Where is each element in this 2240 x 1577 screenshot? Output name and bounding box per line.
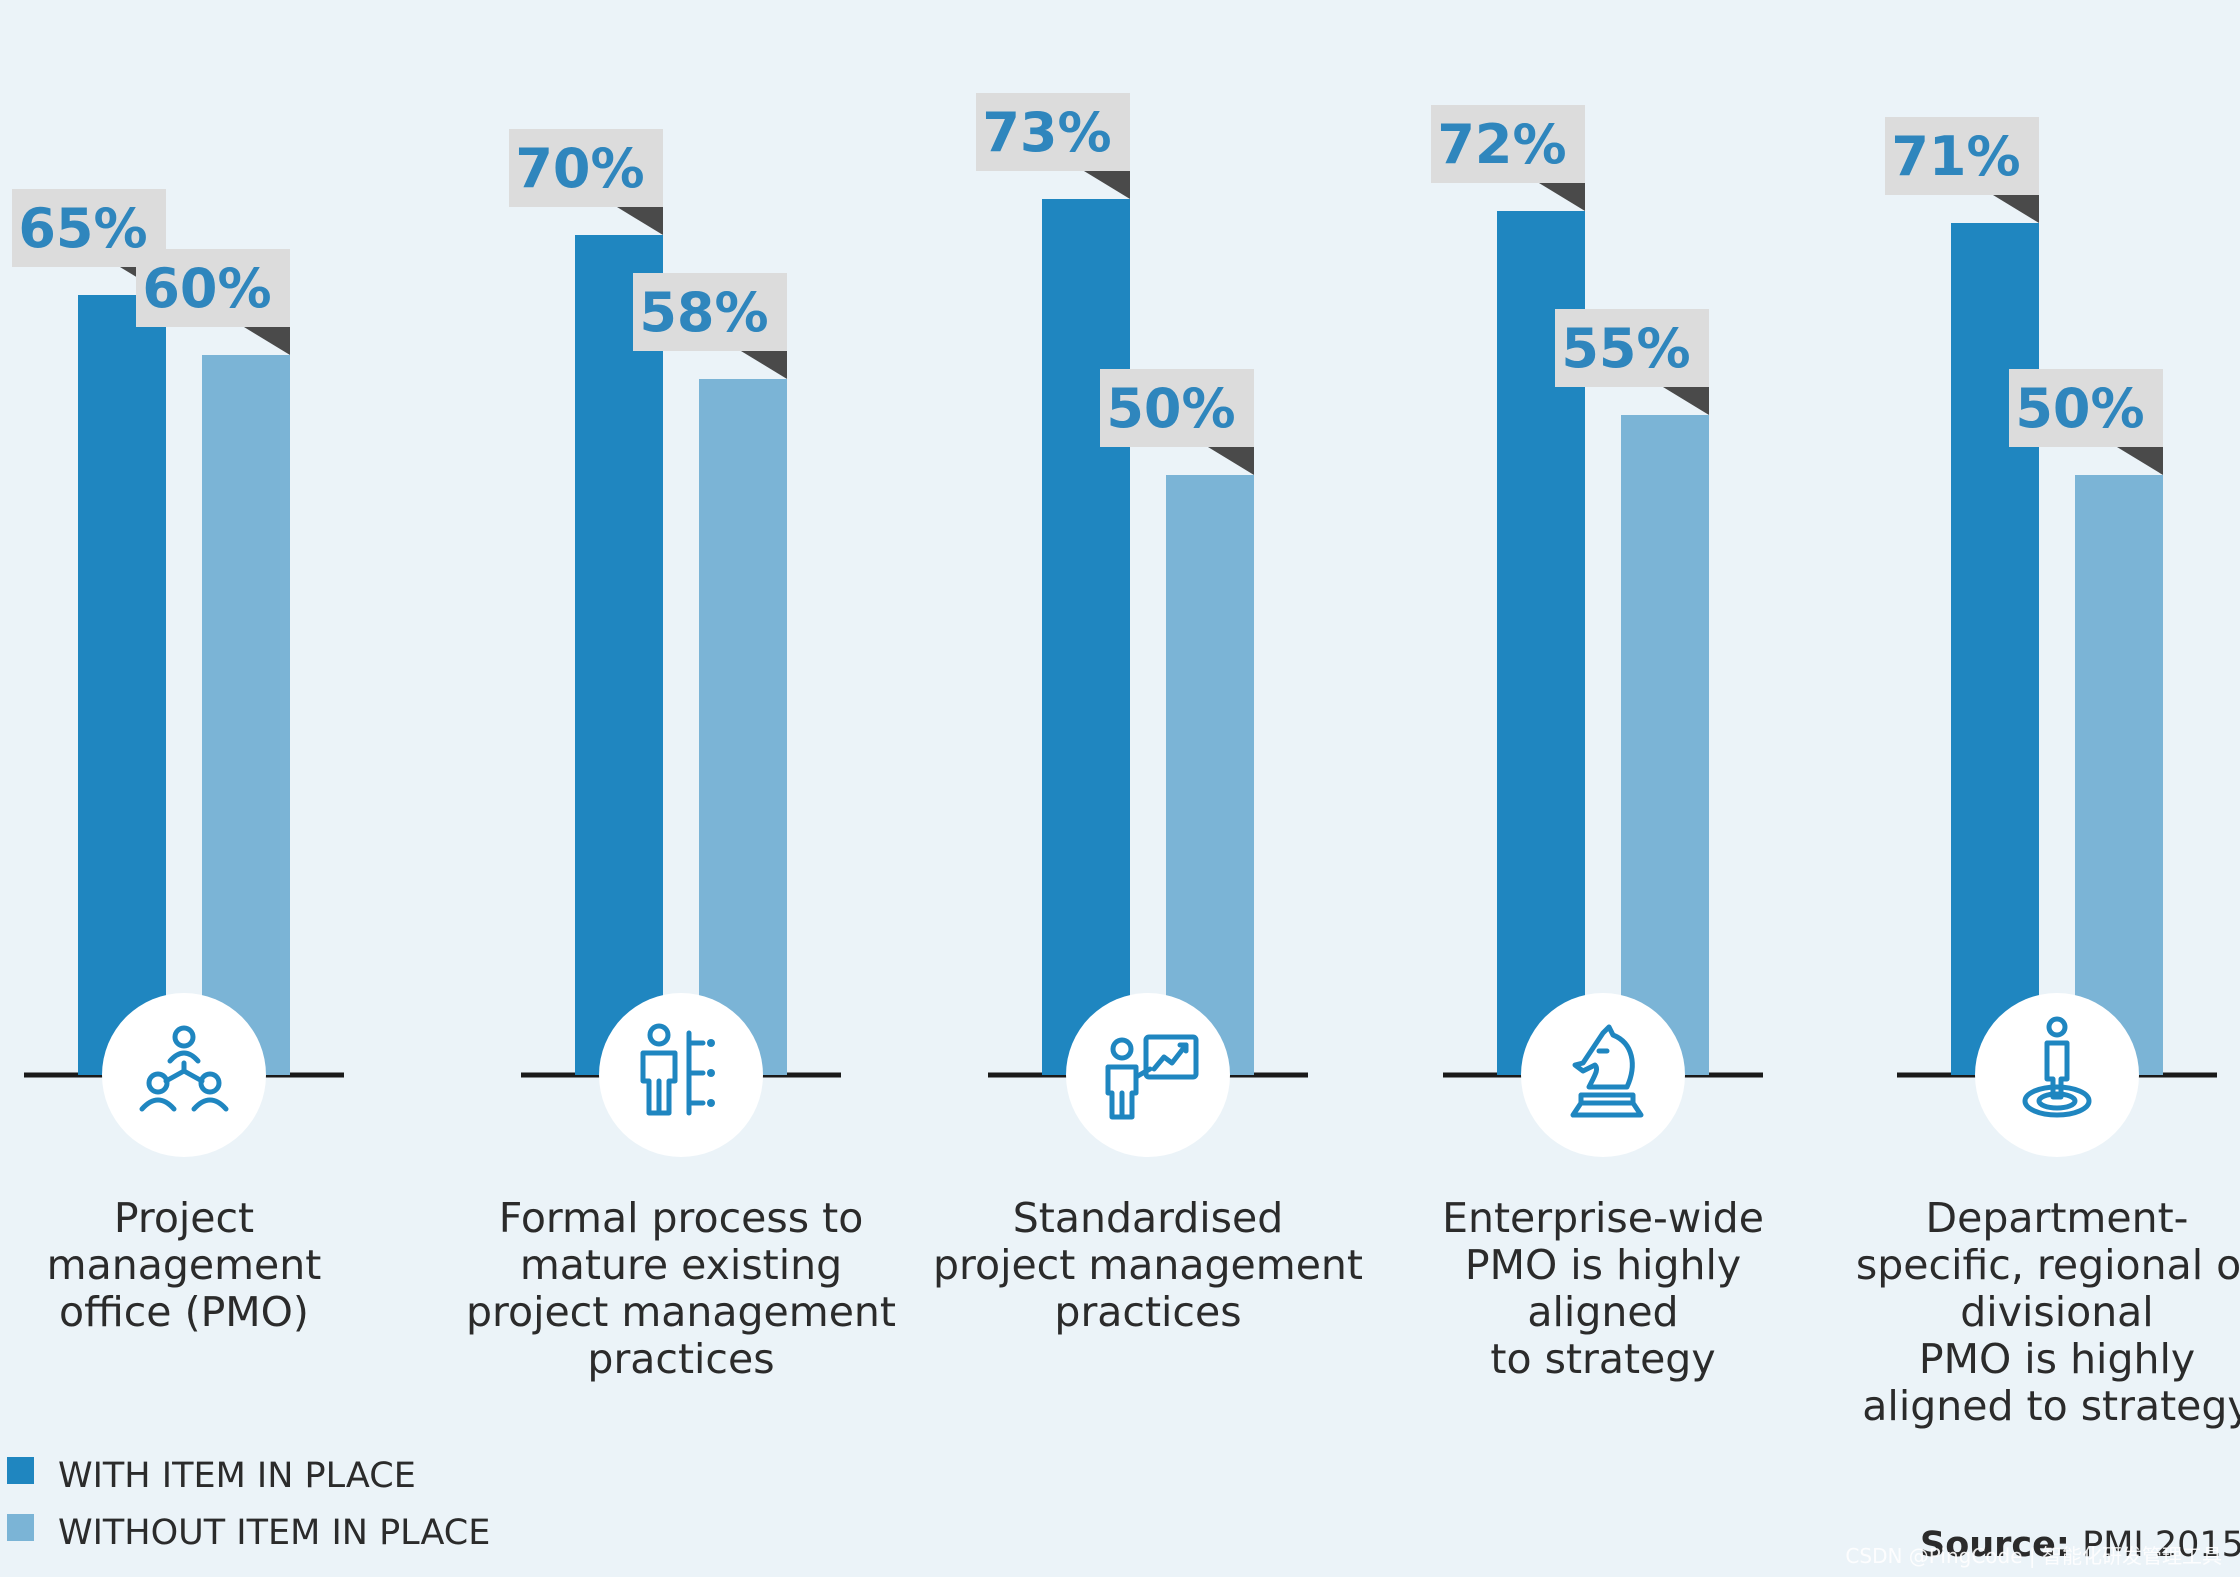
value-label-box xyxy=(1885,117,2039,195)
value-label-box xyxy=(1431,105,1585,183)
legend-label: WITH ITEM IN PLACE xyxy=(58,1456,416,1496)
category-label-line: to strategy xyxy=(1490,1335,1715,1383)
bar-group: 70%58%Formal process to mature existing pr… xyxy=(466,129,896,1383)
value-label-callout: 58% xyxy=(633,273,787,379)
value-label-callout: 50% xyxy=(2009,369,2163,475)
bar-group: 65%60% Project management office (PMO) xyxy=(12,189,344,1336)
bar-with-item xyxy=(1042,199,1130,1075)
value-label-callout: 72% xyxy=(1431,105,1585,211)
category-label-line: Standardised xyxy=(1013,1194,1284,1242)
value-label-box xyxy=(1100,369,1254,447)
category-label: Enterprise-wide PMO is highly aligned to st… xyxy=(1442,1194,1764,1383)
category-label: Department-specific, regional or division… xyxy=(1856,1194,2240,1430)
icon-circle xyxy=(599,993,763,1157)
category-label-line: divisional xyxy=(1960,1288,2153,1336)
value-label: 55% xyxy=(1561,317,1690,380)
category-label-line: practices xyxy=(1054,1288,1241,1336)
legend-label: WITHOUT ITEM IN PLACE xyxy=(58,1513,490,1553)
value-label: 65% xyxy=(18,197,147,260)
bar-without-item xyxy=(699,379,787,1075)
legend: WITH ITEM IN PLACE WITHOUT ITEM IN PLACE xyxy=(7,1456,490,1553)
category-label-line: aligned to strategy xyxy=(1862,1382,2240,1430)
legend-item: WITH ITEM IN PLACE xyxy=(7,1456,416,1496)
watermark: CSDN @PingCode | 智能化研发管理工具 xyxy=(1845,1544,2222,1568)
category-label: Formal process to mature existing project … xyxy=(466,1194,896,1383)
value-label-tab xyxy=(1539,183,1585,211)
category-label-line: PMO is highly xyxy=(1465,1241,1741,1289)
bar-without-item xyxy=(2075,475,2163,1075)
icon-circle xyxy=(1521,993,1685,1157)
bar-without-item xyxy=(1621,415,1709,1075)
value-label-tab xyxy=(1084,171,1130,199)
source-label: Source: xyxy=(1920,1525,2082,1565)
value-label-callout: 70% xyxy=(509,129,663,235)
value-label: 50% xyxy=(1106,377,1235,440)
value-label-tab xyxy=(1208,447,1254,475)
category-label-line: office (PMO) xyxy=(59,1288,309,1336)
bar-groups: 65%60% Project management office (PMO) 70% 58… xyxy=(12,93,2240,1430)
category-label-line: project management xyxy=(933,1241,1363,1289)
category-label-line: project management xyxy=(466,1288,896,1336)
category-label: Standardised project management practices xyxy=(933,1194,1363,1336)
value-label-tab xyxy=(1993,195,2039,223)
value-label-box xyxy=(2009,369,2163,447)
value-label-callout: 60% xyxy=(136,249,290,355)
value-label-tab xyxy=(1663,387,1709,415)
value-label-callout: 73% xyxy=(976,93,1130,199)
category-label-line: mature existing xyxy=(520,1241,842,1289)
bar-group: 71% 50% Department-specific, regional or di… xyxy=(1856,117,2240,1430)
value-label-callout: 55% xyxy=(1555,309,1709,415)
bar-with-item xyxy=(575,235,663,1075)
legend-item: WITHOUT ITEM IN PLACE xyxy=(7,1513,490,1553)
category-label-line: PMO is highly xyxy=(1919,1335,2195,1383)
category-label-line: Department- xyxy=(1926,1194,2189,1242)
value-label-box xyxy=(1555,309,1709,387)
value-label-callout: 71% xyxy=(1885,117,2039,223)
category-label-line: practices xyxy=(587,1335,774,1383)
value-label: 72% xyxy=(1437,113,1566,176)
icon-circle xyxy=(1975,993,2139,1157)
value-label-callout: 50% xyxy=(1100,369,1254,475)
value-label-tab xyxy=(2117,447,2163,475)
bar-without-item xyxy=(1166,475,1254,1075)
icon-circle xyxy=(102,993,266,1157)
value-label-box xyxy=(976,93,1130,171)
category-label-line: management xyxy=(47,1241,322,1289)
legend-swatch xyxy=(7,1457,34,1484)
value-label: 50% xyxy=(2015,377,2144,440)
value-label-tab xyxy=(617,207,663,235)
value-label-box xyxy=(633,273,787,351)
category-label-line: Enterprise-wide xyxy=(1442,1194,1764,1242)
value-label-box xyxy=(136,249,290,327)
category-label-line: specific, regional or xyxy=(1856,1241,2240,1289)
bar-with-item xyxy=(1951,223,2039,1075)
value-label: 73% xyxy=(982,101,1111,164)
bar-group: 72% 55% Enterprise-wide PMO is highly aligne… xyxy=(1431,105,1764,1383)
bar-without-item xyxy=(202,355,290,1075)
source-value: PMI 2015 xyxy=(2082,1525,2240,1565)
category-label-line: aligned xyxy=(1527,1288,1678,1336)
value-label-tab xyxy=(244,327,290,355)
value-label-tab xyxy=(741,351,787,379)
value-label-box xyxy=(509,129,663,207)
source-note: Source: PMI 2015 xyxy=(1920,1525,2240,1565)
category-label-line: Formal process to xyxy=(499,1194,864,1242)
category-label: Project management office (PMO) xyxy=(47,1194,322,1336)
value-label: 58% xyxy=(639,281,768,344)
value-label: 71% xyxy=(1891,125,2020,188)
bar-with-item xyxy=(78,295,166,1075)
legend-swatch xyxy=(7,1514,34,1541)
category-label-line: Project xyxy=(114,1194,254,1242)
bar-group: 73% 50% Standardised project management prac… xyxy=(933,93,1363,1336)
value-label: 60% xyxy=(142,257,271,320)
value-label: 70% xyxy=(515,137,644,200)
